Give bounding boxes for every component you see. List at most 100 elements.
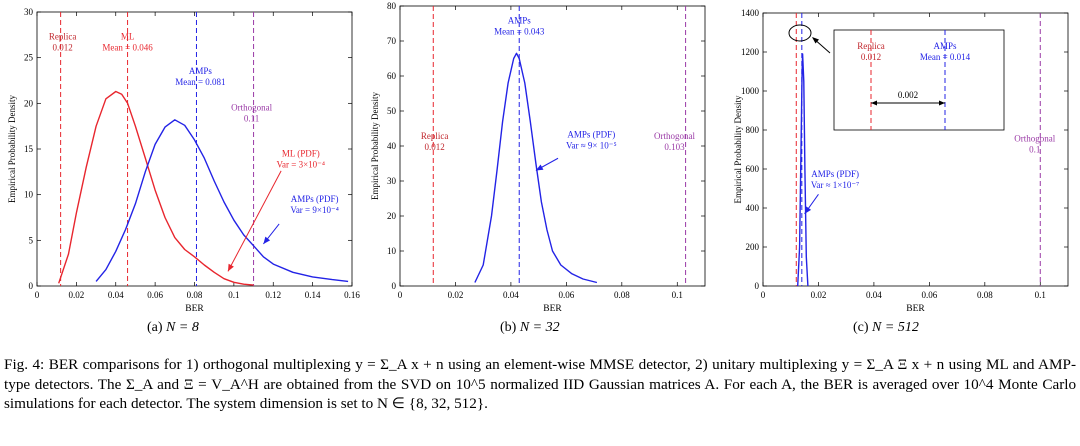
annotation-line: AMPs (PDF) bbox=[567, 129, 615, 139]
subcaption-b: (b) N = 32 bbox=[500, 320, 560, 335]
inset-box bbox=[833, 29, 1005, 131]
y-tick-label: 20 bbox=[24, 98, 34, 108]
y-tick-label: 600 bbox=[746, 164, 760, 174]
y-tick-label: 30 bbox=[387, 176, 397, 186]
figure-caption: Fig. 4: BER comparisons for 1) orthogona… bbox=[4, 356, 1077, 412]
x-tick-label: 0.04 bbox=[503, 290, 519, 300]
y-tick-label: 200 bbox=[746, 242, 760, 252]
arrow-head bbox=[535, 164, 544, 171]
annotation-line: ML (PDF) bbox=[282, 148, 320, 158]
annotation-line: AMPs bbox=[189, 66, 213, 76]
arrow-head bbox=[939, 100, 945, 106]
y-tick-label: 60 bbox=[387, 71, 397, 81]
y-tick-label: 50 bbox=[387, 106, 397, 116]
subplot-b: 0 0.02 0.04 0.06 0.08 0.1 0 10 20 30 40 50 60 70 80 BER… bbox=[370, 1, 706, 314]
x-tick-label: 0 bbox=[761, 290, 766, 300]
x-tick-label: 0.02 bbox=[811, 290, 827, 300]
y-tick-label: 80 bbox=[387, 1, 397, 11]
y-tick-label: 0 bbox=[392, 281, 397, 291]
x-tick-label: 0.02 bbox=[69, 290, 85, 300]
x-axis-label: BER bbox=[906, 304, 925, 314]
y-tick-label: 1000 bbox=[741, 86, 760, 96]
y-tick-label: 400 bbox=[746, 203, 760, 213]
y-tick-label: 10 bbox=[387, 246, 397, 256]
x-tick-label: 0.08 bbox=[187, 290, 203, 300]
x-tick-label: 0.1 bbox=[672, 290, 683, 300]
arrow-head bbox=[804, 206, 812, 214]
y-tick-label: 15 bbox=[24, 144, 34, 154]
annotation: AMPs (PDF) Var ≈ 9× 10⁻⁵ bbox=[566, 129, 617, 150]
subplot-c: 0 0.02 0.04 0.06 0.08 0.1 0 200 400 600 800 1000 120… bbox=[733, 8, 1069, 314]
annotation-line: 0.11 bbox=[244, 114, 259, 124]
figure-panels: 0 0.02 0.04 0.06 0.08 0.1 0.12 0.14 0.1605101520… bbox=[7, 1, 1069, 314]
x-tick-label: 0.1 bbox=[1035, 290, 1046, 300]
x-tick-label: 0.02 bbox=[448, 290, 464, 300]
arrow-head bbox=[871, 100, 877, 106]
annotation-line: Var ≈ 1×10⁻⁷ bbox=[811, 180, 859, 190]
annotation: ML Mean = 0.046 bbox=[102, 31, 153, 52]
annotation-line: Orthogonal bbox=[1014, 134, 1055, 144]
x-tick-label: 0.12 bbox=[265, 290, 281, 300]
annotation: AMPs Mean = 0.081 bbox=[175, 66, 225, 87]
x-tick-label: 0.1 bbox=[228, 290, 239, 300]
inset-label-line: Mean = 0.014 bbox=[920, 52, 971, 62]
x-tick-label: 0.06 bbox=[921, 290, 937, 300]
annotation-line: Var = 3×10⁻⁴ bbox=[277, 159, 326, 169]
annotation-arrow bbox=[227, 170, 282, 272]
series-line bbox=[95, 119, 349, 283]
annotation: Orthogonal 0.1 bbox=[1014, 134, 1055, 155]
annotation-line: 0.1 bbox=[1029, 145, 1040, 155]
zoom-region-ellipse bbox=[788, 24, 812, 42]
x-tick-label: 0.06 bbox=[147, 290, 163, 300]
annotation-line: Var ≈ 9× 10⁻⁵ bbox=[566, 140, 617, 150]
inset-label-line: AMPs bbox=[933, 41, 957, 51]
annotation: AMPs (PDF) Var ≈ 1×10⁻⁷ bbox=[811, 169, 859, 190]
annotation-line: Replica bbox=[49, 31, 77, 41]
x-tick-label: 0.04 bbox=[108, 290, 124, 300]
annotation: Replica 0.012 bbox=[421, 131, 449, 152]
annotation-line: Orthogonal bbox=[654, 131, 695, 141]
x-axis-label: BER bbox=[543, 304, 562, 314]
x-tick-label: 0.16 bbox=[344, 290, 360, 300]
y-axis-label: Empirical Probability Density bbox=[733, 95, 743, 203]
annotation: AMPs Mean = 0.043 bbox=[494, 16, 545, 37]
y-tick-label: 20 bbox=[387, 211, 397, 221]
annotation-line: Var = 9×10⁻⁴ bbox=[290, 205, 339, 215]
arrow-head bbox=[263, 236, 271, 244]
caption-eq-orthogonal: y = Σ_A x + n bbox=[355, 356, 444, 373]
y-axis-label: Empirical Probability Density bbox=[370, 92, 380, 200]
x-tick-label: 0.06 bbox=[558, 290, 574, 300]
subplot-a: 0 0.02 0.04 0.06 0.08 0.1 0.12 0.14 0.16 0 5 10 15 20… bbox=[7, 7, 360, 314]
inset-label: Replica 0.012 bbox=[857, 41, 885, 62]
subcaption-c: (c) N = 512 bbox=[853, 320, 919, 335]
inset-label-line: 0.012 bbox=[861, 52, 881, 62]
x-tick-label: 0.04 bbox=[866, 290, 882, 300]
y-tick-label: 5 bbox=[29, 235, 34, 245]
y-tick-label: 0 bbox=[755, 281, 760, 291]
series-line bbox=[58, 90, 254, 286]
annotation-line: AMPs bbox=[508, 16, 532, 26]
x-axis-label: BER bbox=[185, 304, 204, 314]
annotation-line: 0.103 bbox=[664, 142, 685, 152]
y-tick-label: 30 bbox=[24, 7, 34, 17]
arrow-head bbox=[812, 37, 819, 44]
y-tick-label: 40 bbox=[387, 141, 397, 151]
y-tick-label: 0 bbox=[29, 281, 34, 291]
subcaption-a: (a) N = 8 bbox=[147, 320, 199, 335]
annotation-line: AMPs (PDF) bbox=[291, 194, 339, 204]
inset-gap-label: 0.002 bbox=[898, 90, 918, 100]
y-tick-label: 800 bbox=[746, 125, 760, 135]
annotation-line: ML bbox=[121, 31, 135, 41]
y-tick-label: 1400 bbox=[741, 8, 760, 18]
annotation-line: Replica bbox=[421, 131, 449, 141]
annotation-line: 0.012 bbox=[52, 42, 72, 52]
annotation: Orthogonal 0.11 bbox=[231, 103, 272, 124]
x-tick-label: 0.14 bbox=[305, 290, 321, 300]
annotation-line: Mean = 0.043 bbox=[494, 27, 545, 37]
y-tick-label: 1200 bbox=[741, 47, 760, 57]
x-tick-label: 0.08 bbox=[614, 290, 630, 300]
x-tick-label: 0 bbox=[398, 290, 403, 300]
annotation: AMPs (PDF) Var = 9×10⁻⁴ bbox=[290, 194, 339, 215]
y-tick-label: 70 bbox=[387, 36, 397, 46]
arrow-head bbox=[227, 263, 234, 272]
